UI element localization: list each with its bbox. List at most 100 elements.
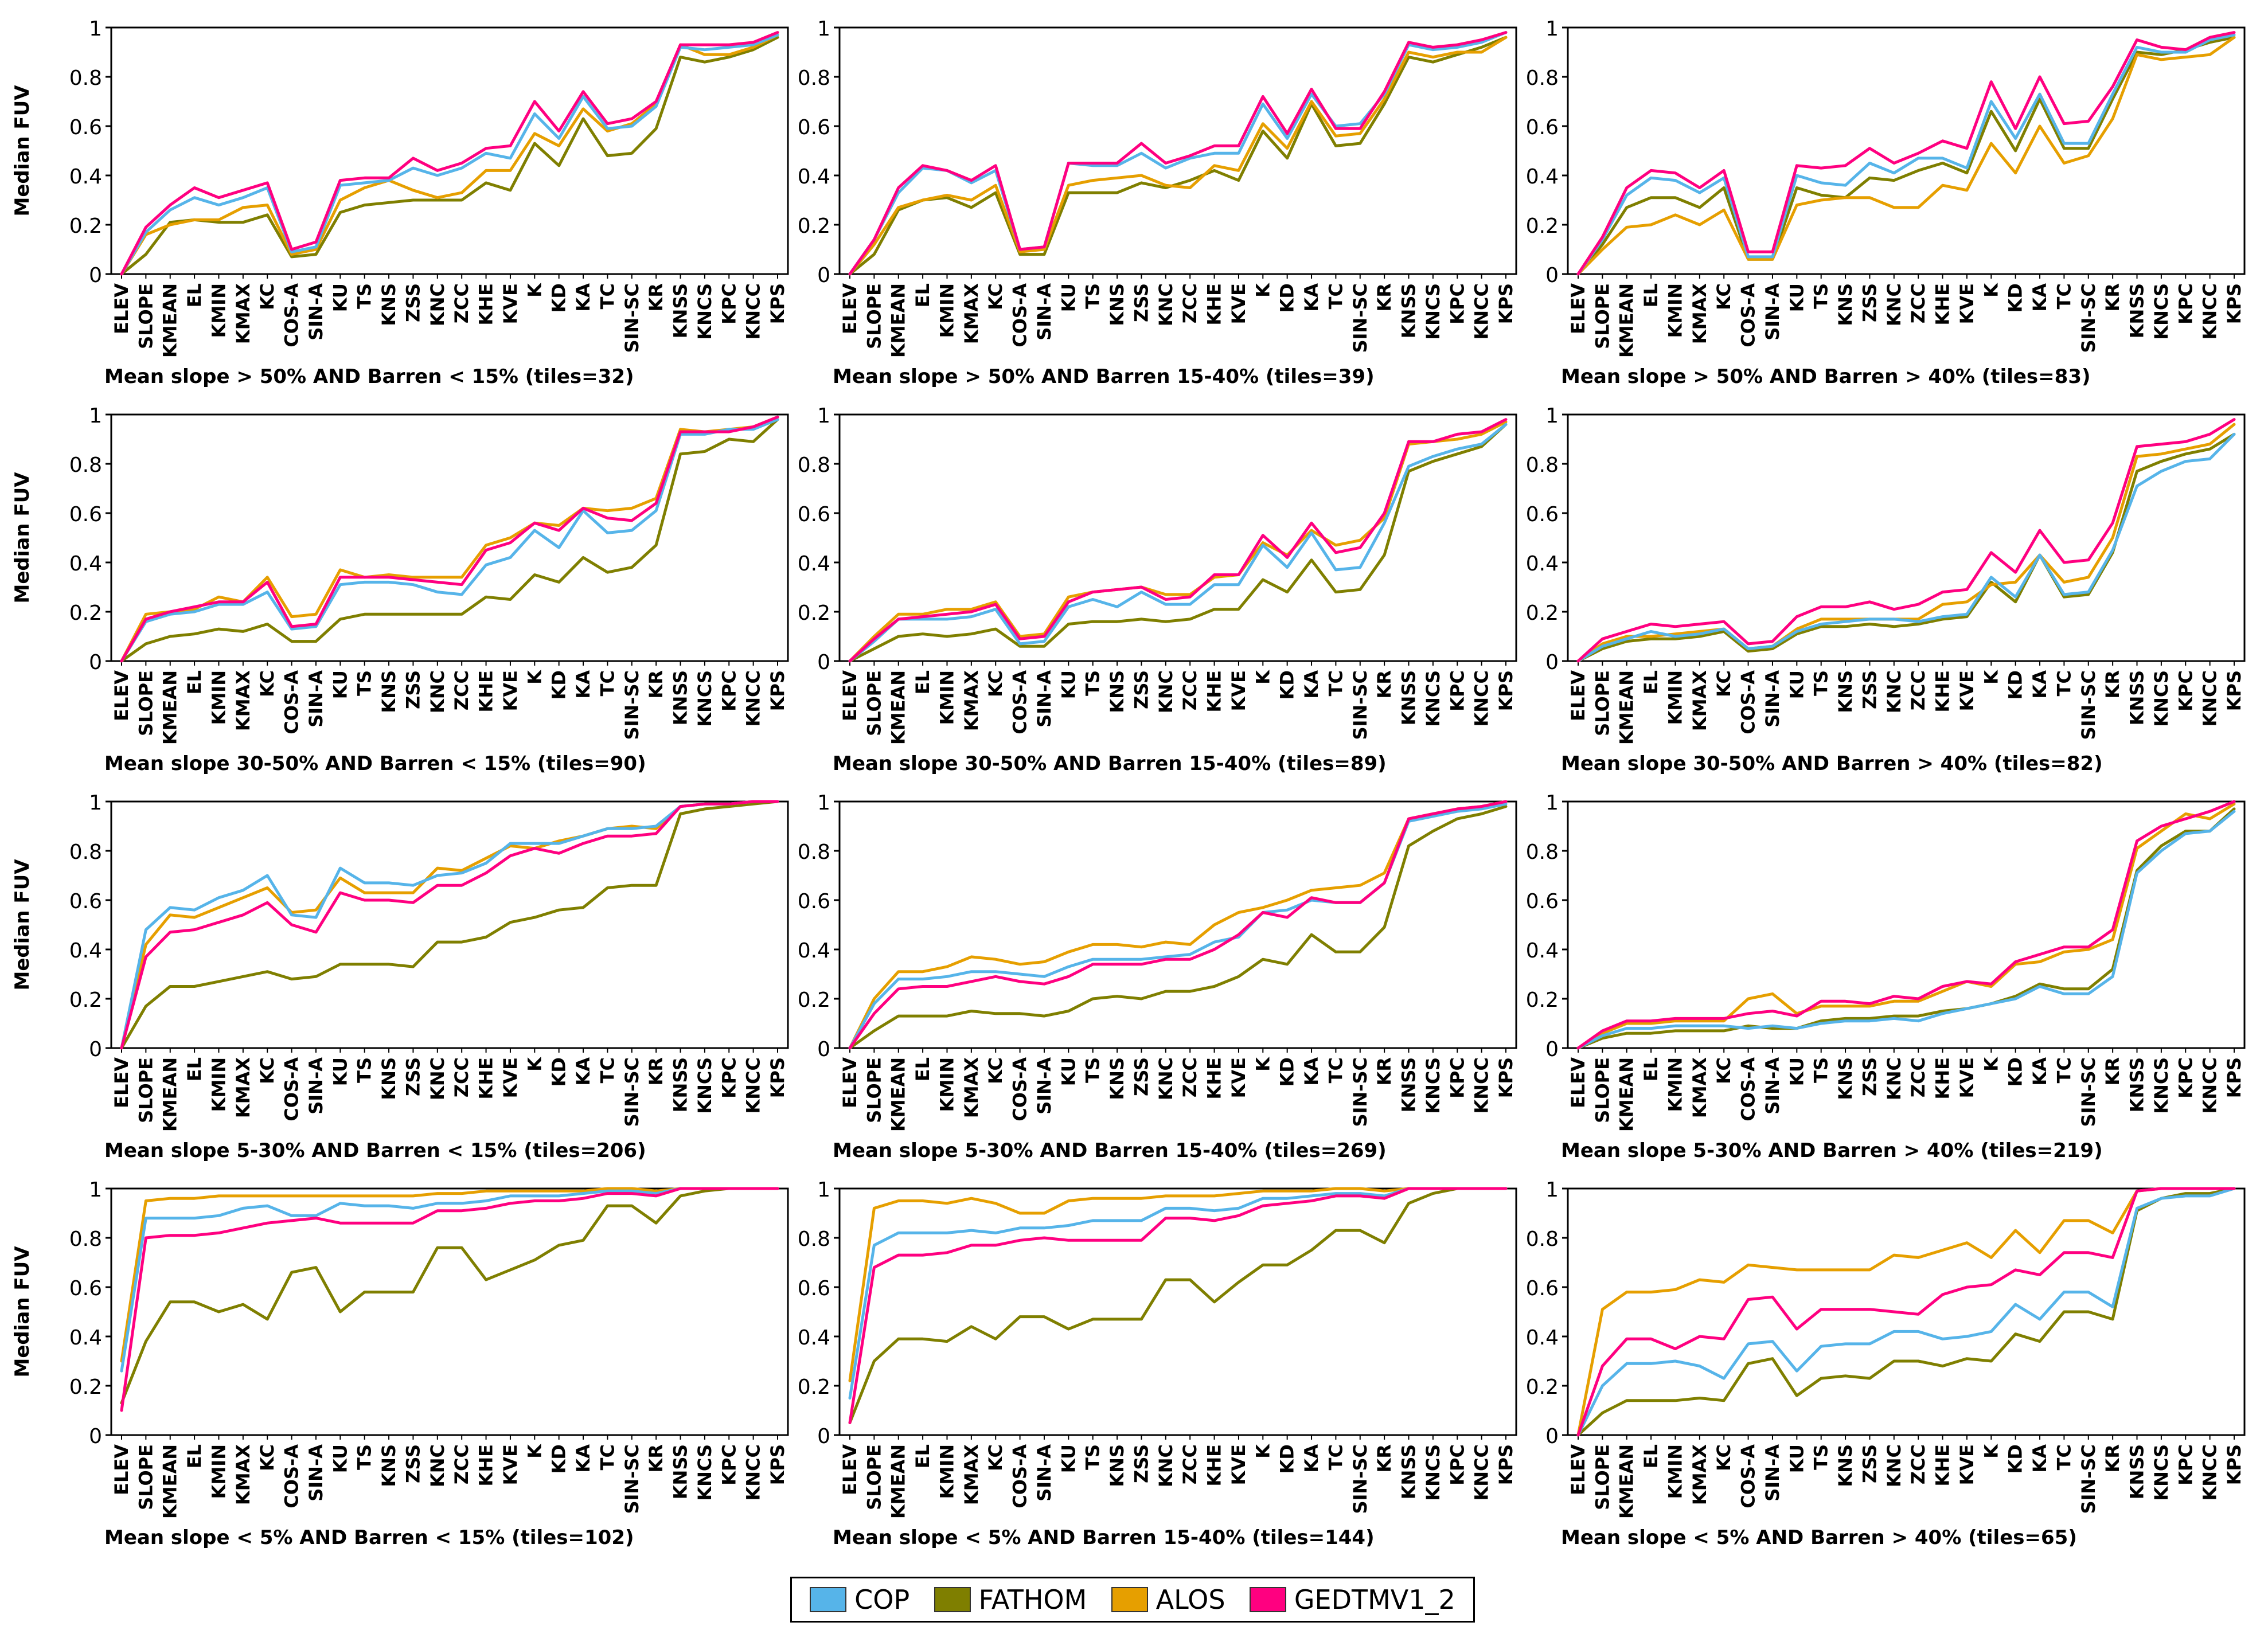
x-tick-label: KPC	[2175, 1444, 2196, 1486]
x-tick-label: KNC	[1155, 283, 1177, 326]
x-tick-label: KR	[645, 1444, 667, 1472]
y-tick-label: 0.8	[798, 841, 830, 864]
x-tick-label: EL	[1640, 1057, 1662, 1081]
x-tick-label: SLOPE	[863, 1444, 885, 1510]
x-tick-label: KPS	[767, 1057, 788, 1098]
x-tick-label: SIN-SC	[2078, 1057, 2099, 1127]
series-line-alos	[120, 33, 779, 276]
x-tick-label: KPS	[1495, 283, 1517, 324]
x-tick-label: KR	[645, 1057, 667, 1085]
x-tick-label: K	[524, 670, 545, 685]
x-tick-label: KNSS	[670, 283, 692, 338]
x-tick-label: KPC	[718, 670, 740, 712]
x-tick-label: TC	[2053, 283, 2075, 309]
y-tick-label: 0.8	[798, 67, 830, 90]
y-tick-label: 0.6	[798, 1277, 830, 1300]
x-tick-label: KMEAN	[888, 1444, 909, 1519]
x-tick-label: KC	[1713, 1057, 1735, 1084]
x-tick-label: ZCC	[1179, 1057, 1201, 1097]
x-tick-label: K	[524, 283, 545, 298]
x-tick-label: KU	[329, 670, 351, 699]
x-tick-label: ZSS	[1130, 670, 1152, 709]
series-line-gedtmv1_2	[848, 31, 1508, 276]
x-tick-label: TS	[1810, 1444, 1832, 1470]
legend-item-alos: ALOS	[1111, 1584, 1225, 1615]
x-tick-label: TS	[1082, 670, 1104, 696]
series-line-alos	[1576, 36, 2236, 276]
x-tick-label: KMEAN	[1616, 1444, 1638, 1519]
x-tick-label: KD	[548, 283, 570, 312]
x-tick-label: COS-A	[1009, 1057, 1031, 1121]
x-tick-label: K	[524, 1057, 545, 1072]
series-line-alos	[120, 800, 779, 1050]
x-tick-label: COS-A	[281, 283, 303, 347]
x-tick-label: KNC	[1155, 1444, 1177, 1487]
series-line-fathom	[1576, 1187, 2236, 1437]
series-line-cop	[120, 800, 779, 1050]
x-tick-label: COS-A	[1738, 283, 1759, 347]
panel-title: Mean slope 5-30% AND Barren < 15% (tiles…	[104, 1139, 646, 1162]
series-line-cop	[848, 802, 1508, 1050]
x-tick-label: KVE	[1228, 670, 1250, 711]
x-tick-label: KNSS	[1398, 283, 1420, 338]
y-tick-label: 0.6	[1526, 503, 1559, 526]
x-tick-label: KNCC	[1471, 670, 1493, 727]
x-tick-label: K	[1980, 1057, 2002, 1072]
y-tick-label: 1	[1545, 791, 1559, 815]
x-tick-label: KPS	[2223, 1057, 2245, 1098]
x-tick-label: KMIN	[1664, 283, 1686, 338]
y-tick-label: 0.4	[798, 552, 830, 576]
x-tick-label: KPC	[1446, 283, 1468, 325]
y-tick-label: 0	[817, 1425, 830, 1448]
y-tick-label: 0.2	[1526, 1375, 1559, 1399]
series-line-gedtmv1_2	[1576, 418, 2236, 663]
x-tick-label: ELEV	[839, 670, 861, 721]
x-tick-label: KU	[1057, 283, 1079, 312]
x-tick-label: ZSS	[402, 283, 424, 322]
x-tick-label: KMIN	[1664, 1444, 1686, 1499]
x-tick-label: ZSS	[402, 670, 424, 709]
x-tick-label: ZCC	[451, 283, 473, 323]
x-tick-label: KNS	[1106, 1057, 1128, 1100]
x-tick-label: KPC	[718, 283, 740, 325]
x-tick-label: KVE	[1956, 283, 1978, 324]
x-tick-label: KD	[1277, 1444, 1298, 1473]
x-tick-label: TC	[1325, 1444, 1346, 1470]
x-tick-label: ZCC	[1179, 283, 1201, 323]
x-tick-label: EL	[1640, 670, 1662, 694]
x-tick-label: KC	[1713, 1444, 1735, 1471]
plot-frame	[1567, 26, 2246, 275]
x-tick-label: KHE	[1932, 1444, 1954, 1486]
x-tick-label: KNS	[378, 1057, 400, 1100]
x-tick-label: SLOPE	[863, 1057, 885, 1123]
x-tick-label: KR	[1373, 1444, 1395, 1472]
x-tick-label: ZSS	[1130, 283, 1152, 322]
plot-frame	[838, 413, 1517, 662]
y-tick-label: 0	[89, 264, 102, 287]
series-line-fathom	[848, 36, 1508, 276]
x-tick-label: KMAX	[1689, 1444, 1711, 1505]
x-tick-label: K	[1980, 283, 2002, 298]
x-tick-label: KU	[1057, 1444, 1079, 1473]
series-line-cop	[848, 423, 1508, 663]
x-tick-label: SIN-A	[305, 1444, 327, 1502]
x-tick-label: ZSS	[402, 1057, 424, 1096]
y-tick-label: 1	[1545, 17, 1559, 41]
x-tick-label: KR	[645, 283, 667, 311]
y-tick-label: 0.4	[798, 165, 830, 189]
x-tick-label: KHE	[475, 670, 497, 712]
x-tick-label: KNSS	[2126, 670, 2148, 725]
y-tick-label: 0.8	[798, 454, 830, 477]
x-tick-label: KMAX	[1689, 670, 1711, 731]
x-tick-label: KNC	[1883, 283, 1905, 326]
x-tick-label: KU	[1786, 283, 1808, 312]
x-tick-label: EL	[184, 1444, 205, 1468]
panel-title: Mean slope 5-30% AND Barren 15-40% (tile…	[833, 1139, 1387, 1162]
x-tick-label: KNCC	[2199, 1057, 2221, 1114]
series-line-gedtmv1_2	[848, 1187, 1508, 1424]
x-tick-label: KR	[645, 670, 667, 698]
x-tick-label: KR	[2102, 1444, 2123, 1472]
x-tick-label: KU	[1057, 670, 1079, 699]
x-tick-label: KMEAN	[1616, 670, 1638, 745]
